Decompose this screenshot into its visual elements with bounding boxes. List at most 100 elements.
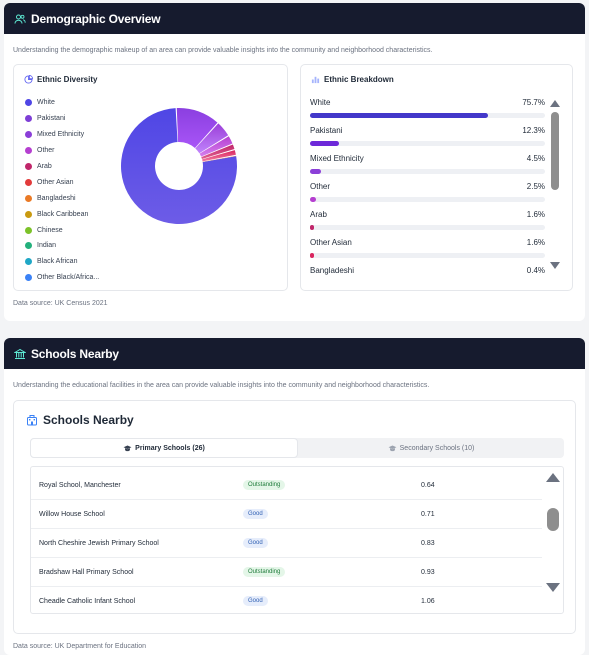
legend-item: Mixed Ethnicity xyxy=(25,127,99,143)
ethnic-diversity-card: Ethnic Diversity White Pakistani Mixed Eth… xyxy=(13,64,288,291)
breakdown-label: Pakistani xyxy=(310,125,343,135)
ethnic-breakdown-card: Ethnic Breakdown White 75.7% Pakistani 12.3… xyxy=(300,64,573,291)
table-row[interactable]: North Cheshire Jewish Primary School Good… xyxy=(31,529,542,558)
legend-item: Chinese xyxy=(25,222,99,238)
breakdown-bar-track xyxy=(310,253,545,258)
legend-dot xyxy=(25,163,32,170)
legend-dot xyxy=(25,274,32,282)
bar-chart-icon xyxy=(311,74,321,84)
legend-label: Other Black/Africa... xyxy=(37,274,100,282)
school-icon xyxy=(26,414,39,427)
donut-slice-arab[interactable] xyxy=(201,144,235,159)
table-row[interactable]: Bradshaw Hall Primary School Outstanding 0… xyxy=(31,558,542,587)
tab-primary-label: Primary Schools (26) xyxy=(135,444,205,452)
schools-header: Schools Nearby xyxy=(4,338,585,369)
school-name: Cheadle Catholic Infant School xyxy=(39,597,136,605)
schools-title: Schools Nearby xyxy=(31,346,119,361)
breakdown-bar-track xyxy=(310,169,545,174)
schools-description: Understanding the educational facilities… xyxy=(13,382,430,389)
breakdown-label: Mixed Ethnicity xyxy=(310,153,364,163)
legend-item: Arab xyxy=(25,159,99,175)
tab-primary-schools[interactable]: Primary Schools (26) xyxy=(30,438,298,458)
ethnic-breakdown-title-row: Ethnic Breakdown xyxy=(311,74,394,84)
legend-dot xyxy=(25,194,32,202)
breakdown-row: Arab 1.6% xyxy=(310,207,545,221)
donut-slice-pakistani[interactable] xyxy=(176,108,218,149)
legend-label: Black African xyxy=(37,258,78,266)
school-distance: 0.71 xyxy=(421,510,435,518)
donut-slice-white[interactable] xyxy=(121,108,237,224)
school-distance: 0.93 xyxy=(421,568,435,576)
breakdown-label: Other Asian xyxy=(310,237,352,247)
users-icon xyxy=(13,12,27,26)
ethnic-legend: White Pakistani Mixed Ethnicity Other Arab Ot… xyxy=(25,95,99,286)
legend-label: Chinese xyxy=(37,226,63,234)
donut-slice-other[interactable] xyxy=(199,136,233,157)
school-distance: 0.64 xyxy=(421,481,435,489)
pie-chart-icon xyxy=(24,74,34,84)
rating-badge: Good xyxy=(243,538,268,548)
breakdown-bar-fill xyxy=(310,113,488,118)
table-row[interactable]: Cheadle Catholic Infant School Good 1.06 xyxy=(31,587,542,613)
scroll-thumb[interactable] xyxy=(551,112,559,190)
breakdown-label: Arab xyxy=(310,209,327,219)
legend-label: White xyxy=(37,99,55,107)
ethnic-donut-chart xyxy=(121,108,237,224)
scroll-thumb[interactable] xyxy=(547,508,559,531)
rating-badge: Outstanding xyxy=(243,480,286,490)
legend-dot xyxy=(25,115,32,123)
demographic-header: Demographic Overview xyxy=(4,3,585,34)
legend-item: Bangladeshi xyxy=(25,190,99,206)
breakdown-value: 75.7% xyxy=(522,97,545,107)
breakdown-value: 1.6% xyxy=(526,237,545,247)
breakdown-row: Other Asian 1.6% xyxy=(310,235,545,249)
donut-slice-other-asian[interactable] xyxy=(202,150,236,162)
legend-dot xyxy=(25,242,32,250)
demographic-overview-section: Demographic Overview Understanding the d… xyxy=(4,3,585,321)
scroll-up-arrow-icon[interactable] xyxy=(546,473,560,482)
breakdown-value: 4.5% xyxy=(526,153,545,163)
tab-secondary-label: Secondary Schools (10) xyxy=(399,444,475,452)
breakdown-bar-track xyxy=(310,141,545,146)
legend-item: Other Asian xyxy=(25,174,99,190)
school-building-icon xyxy=(13,347,27,361)
tab-secondary-schools[interactable]: Secondary Schools (10) xyxy=(298,438,564,458)
scroll-down-arrow-icon[interactable] xyxy=(550,262,560,269)
legend-item: Other xyxy=(25,143,99,159)
legend-label: Indian xyxy=(37,242,57,250)
table-row[interactable]: Willow House School Good 0.71 xyxy=(31,500,542,529)
legend-dot xyxy=(25,226,32,234)
donut-slice-mixed-ethnicity[interactable] xyxy=(195,123,229,154)
breakdown-bar-fill xyxy=(310,169,321,174)
table-row[interactable]: Royal School, Manchester Outstanding 0.64 xyxy=(31,471,542,500)
breakdown-row: Mixed Ethnicity 4.5% xyxy=(310,151,545,165)
breakdown-row: Other 2.5% xyxy=(310,179,545,193)
rating-badge: Good xyxy=(243,509,268,519)
breakdown-row: White 75.7% xyxy=(310,95,545,109)
schools-scrollbar[interactable] xyxy=(546,473,560,592)
rating-badge: Good xyxy=(243,596,268,606)
donut-slice-bangladeshi[interactable] xyxy=(202,155,237,162)
legend-label: Other xyxy=(37,147,55,155)
legend-dot xyxy=(25,147,32,155)
demographic-title: Demographic Overview xyxy=(31,11,161,26)
ethnic-breakdown-list: White 75.7% Pakistani 12.3% Mixed Ethnicity 4… xyxy=(310,95,545,291)
breakdown-value: 2.5% xyxy=(526,181,545,191)
legend-item: Other Black/Africa... xyxy=(25,270,99,286)
scroll-down-arrow-icon[interactable] xyxy=(546,583,560,592)
scroll-up-arrow-icon[interactable] xyxy=(550,100,560,107)
breakdown-value: 1.6% xyxy=(526,209,545,219)
schools-card-title: Schools Nearby xyxy=(43,413,134,427)
breakdown-item: Other Asian 1.6% xyxy=(310,235,545,263)
legend-label: Other Asian xyxy=(37,178,74,186)
breakdown-bar-track xyxy=(310,197,545,202)
legend-dot xyxy=(25,210,32,218)
schools-source: Data source: UK Department for Education xyxy=(13,643,147,650)
legend-label: Bangladeshi xyxy=(37,194,76,202)
breakdown-scrollbar[interactable] xyxy=(550,100,560,269)
breakdown-bar-track xyxy=(310,113,545,118)
breakdown-label: Bangladeshi xyxy=(310,265,355,275)
legend-item: Black African xyxy=(25,254,99,270)
legend-item: Indian xyxy=(25,238,99,254)
school-name: North Cheshire Jewish Primary School xyxy=(39,539,159,547)
